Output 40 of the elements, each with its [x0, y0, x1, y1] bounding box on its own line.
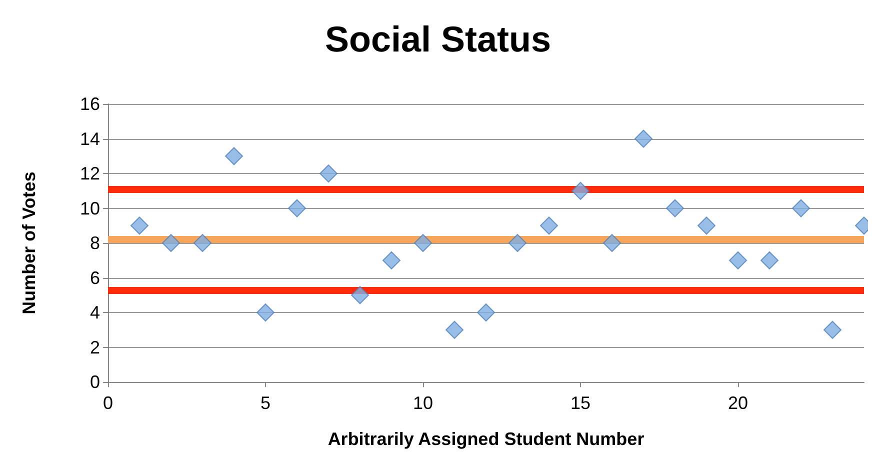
point	[351, 286, 369, 304]
point	[603, 234, 621, 252]
point	[320, 164, 338, 182]
point	[634, 130, 652, 148]
x-tick-label: 20	[728, 393, 748, 413]
x-tick-label: 15	[570, 393, 591, 413]
x-tick-label: 10	[412, 393, 434, 413]
chart-title: Social Status	[324, 18, 552, 60]
y-tick-label: 8	[90, 233, 100, 253]
point	[225, 147, 243, 166]
y-tick-label: 4	[90, 302, 100, 322]
x-tick-label: 5	[260, 393, 271, 413]
x-axis-title: Arbitrarily Assigned Student Number	[328, 429, 644, 449]
point	[792, 199, 810, 218]
point	[288, 199, 306, 218]
point	[540, 216, 558, 235]
point	[477, 304, 495, 322]
point	[572, 182, 590, 200]
y-tick-label: 14	[80, 128, 100, 149]
point	[508, 234, 526, 252]
point	[414, 234, 432, 252]
x-tick-label: 0	[102, 393, 114, 413]
point	[194, 234, 212, 252]
y-axis-title: Number of Votes	[19, 172, 39, 314]
y-tick-label: 16	[80, 94, 100, 114]
point	[698, 216, 716, 235]
point	[666, 199, 684, 218]
point	[446, 320, 464, 339]
point	[130, 216, 148, 235]
y-tick-label: 0	[90, 372, 100, 392]
y-tick-label: 10	[80, 198, 100, 218]
point	[162, 234, 180, 252]
point	[256, 304, 274, 322]
point	[729, 251, 747, 270]
y-tick-label: 2	[90, 337, 100, 358]
point	[382, 251, 400, 270]
point	[824, 320, 842, 339]
point	[760, 251, 778, 270]
y-tick-label: 12	[80, 164, 100, 184]
y-tick-label: 6	[90, 268, 100, 288]
